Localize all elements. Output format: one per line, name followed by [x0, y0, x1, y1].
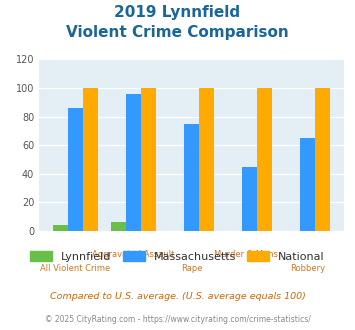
- Text: Rape: Rape: [181, 264, 202, 273]
- Text: Compared to U.S. average. (U.S. average equals 100): Compared to U.S. average. (U.S. average …: [50, 292, 305, 301]
- Text: Murder & Mans...: Murder & Mans...: [214, 250, 286, 259]
- Bar: [300, 138, 315, 231]
- Text: Aggravated Assault: Aggravated Assault: [92, 250, 175, 259]
- Bar: [83, 88, 98, 231]
- Bar: [199, 88, 214, 231]
- Bar: [126, 94, 141, 231]
- Text: Violent Crime Comparison: Violent Crime Comparison: [66, 25, 289, 40]
- Text: All Violent Crime: All Violent Crime: [40, 264, 111, 273]
- Bar: [111, 222, 126, 231]
- Bar: [184, 124, 199, 231]
- Bar: [141, 88, 156, 231]
- Bar: [315, 88, 331, 231]
- Bar: [242, 167, 257, 231]
- Bar: [68, 108, 83, 231]
- Bar: [53, 225, 68, 231]
- Text: Robbery: Robbery: [290, 264, 326, 273]
- Text: © 2025 CityRating.com - https://www.cityrating.com/crime-statistics/: © 2025 CityRating.com - https://www.city…: [45, 315, 310, 324]
- Legend: Lynnfield, Massachusetts, National: Lynnfield, Massachusetts, National: [26, 247, 329, 267]
- Text: 2019 Lynnfield: 2019 Lynnfield: [114, 5, 241, 20]
- Bar: [257, 88, 272, 231]
